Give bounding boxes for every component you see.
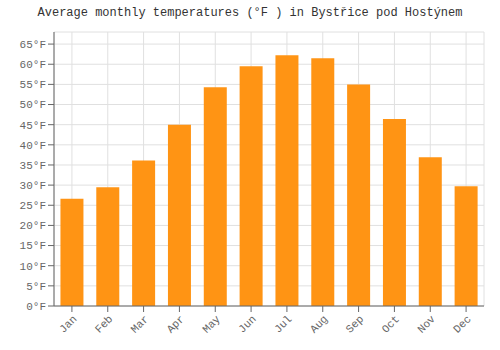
svg-text:Apr: Apr (165, 313, 187, 335)
svg-text:May: May (200, 313, 223, 336)
svg-text:45°F: 45°F (20, 120, 46, 132)
svg-text:0°F: 0°F (26, 301, 46, 313)
svg-text:10°F: 10°F (20, 261, 46, 273)
svg-text:40°F: 40°F (20, 140, 46, 152)
svg-text:Nov: Nov (415, 313, 438, 336)
svg-text:Jul: Jul (272, 313, 294, 335)
svg-text:25°F: 25°F (20, 200, 46, 212)
svg-text:Feb: Feb (93, 313, 115, 335)
svg-text:15°F: 15°F (20, 240, 46, 252)
svg-text:Sep: Sep (344, 313, 366, 335)
svg-text:55°F: 55°F (20, 79, 46, 91)
svg-text:Jan: Jan (57, 313, 79, 335)
svg-text:60°F: 60°F (20, 59, 46, 71)
svg-text:Aug: Aug (308, 313, 330, 335)
svg-text:65°F: 65°F (20, 39, 46, 51)
svg-text:20°F: 20°F (20, 220, 46, 232)
svg-text:30°F: 30°F (20, 180, 46, 192)
svg-text:Dec: Dec (451, 313, 473, 335)
svg-text:35°F: 35°F (20, 160, 46, 172)
svg-text:Mar: Mar (129, 313, 151, 335)
svg-text:Jun: Jun (236, 313, 258, 335)
svg-text:Oct: Oct (380, 313, 402, 335)
svg-text:50°F: 50°F (20, 99, 46, 111)
svg-text:5°F: 5°F (26, 281, 46, 293)
html-text:Average monthly temperatures (: Average monthly temperatures (°F ) in By… (37, 6, 463, 20)
